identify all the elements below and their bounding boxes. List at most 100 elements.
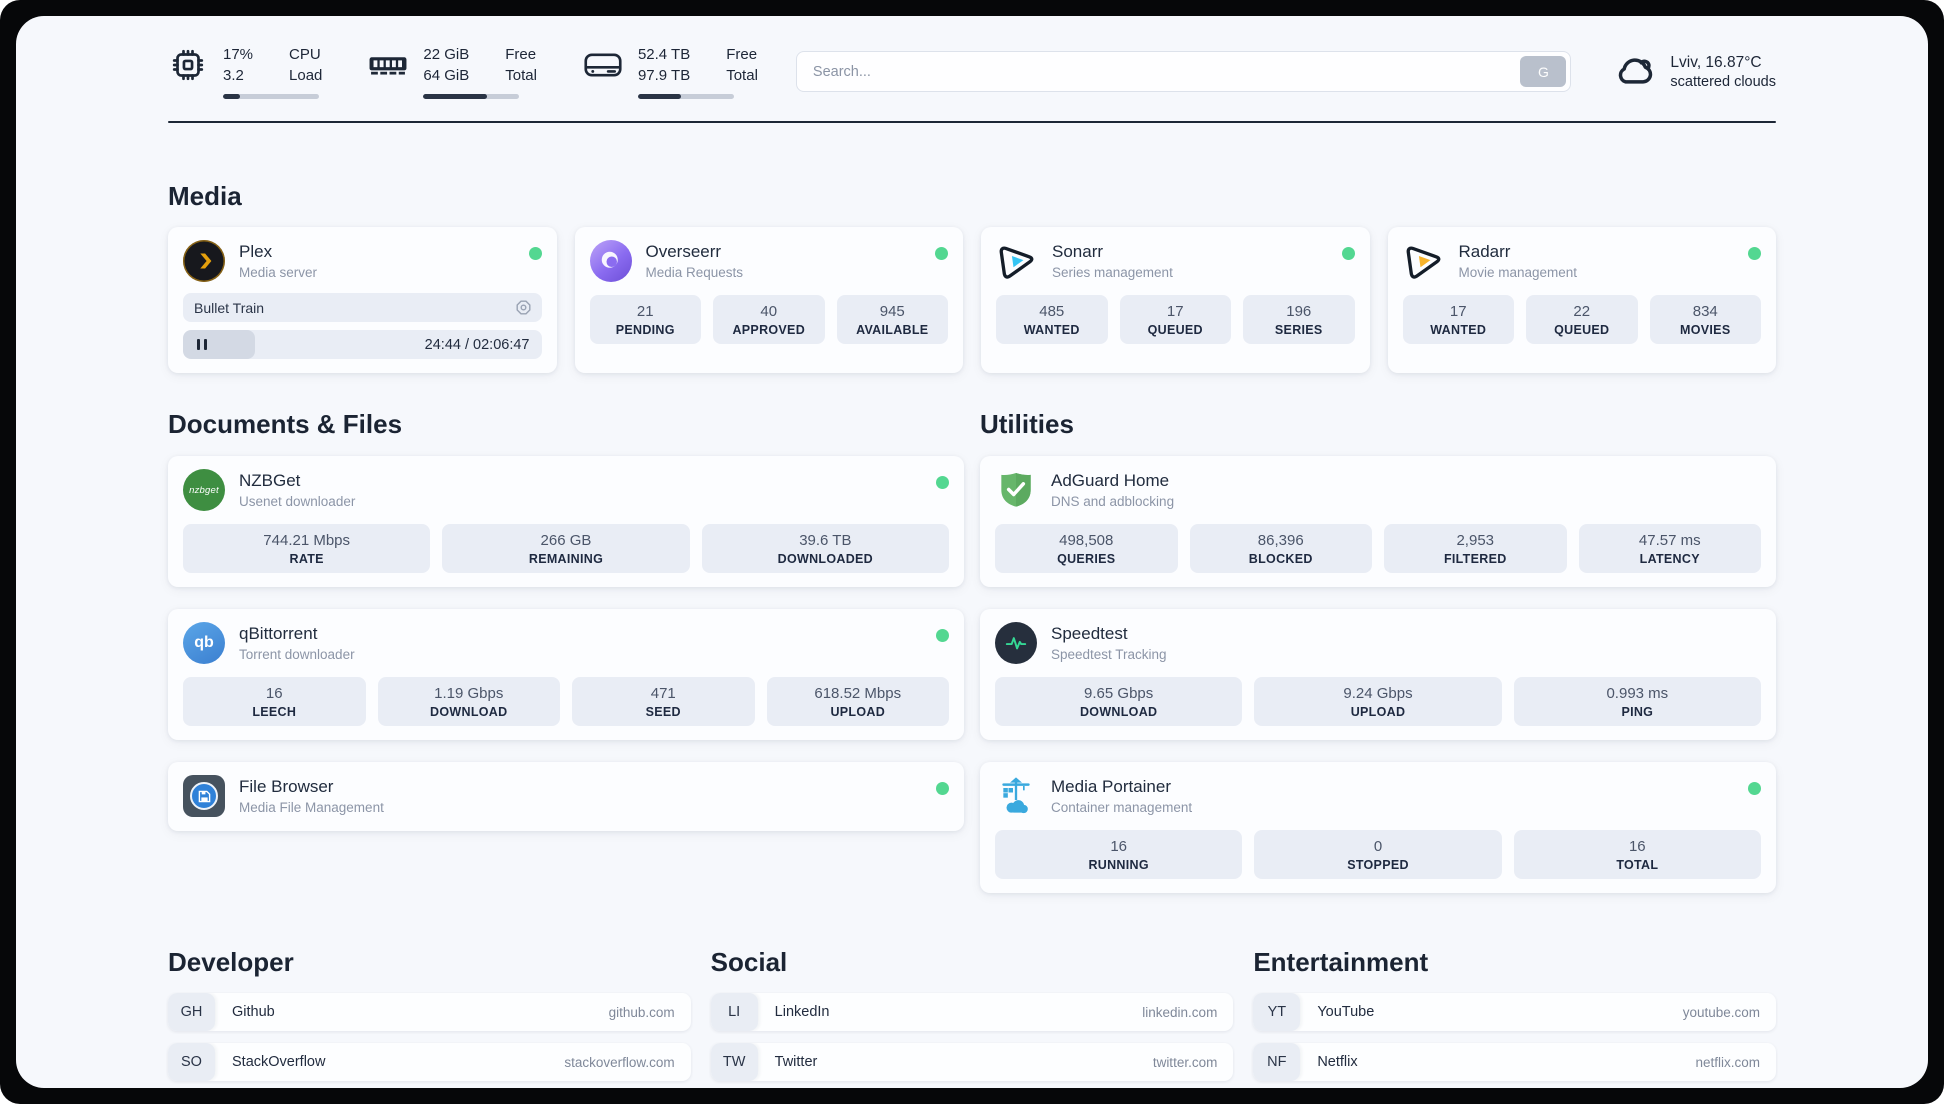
overseerr-card[interactable]: Overseerr Media Requests 21 PENDING 40 A… [574, 227, 963, 373]
bookmark-name: Twitter [774, 1054, 818, 1070]
pause-icon[interactable] [195, 335, 209, 354]
bookmark-stackoverflow[interactable]: SO StackOverflow stackoverflow.com [168, 1043, 691, 1081]
stat-rate: 744.21 Mbps RATE [183, 524, 431, 573]
ram-total-value: 64 GiB [423, 67, 470, 84]
bookmark-url: stackoverflow.com [564, 1054, 675, 1070]
app-subtitle: Media File Management [239, 800, 384, 815]
utilities-section-title: Utilities [980, 409, 1074, 439]
stat-seed: 471 SEED [572, 677, 755, 726]
stat-movies: 834 MOVIES [1649, 295, 1761, 344]
app-subtitle: Torrent downloader [239, 647, 355, 662]
sonarr-card[interactable]: Sonarr Series management 485 WANTED 17 Q… [981, 227, 1370, 373]
qbittorrent-card[interactable]: qb qBittorrent Torrent downloader 16 LEE… [168, 609, 964, 740]
adguard-icon [995, 469, 1037, 511]
portainer-icon [995, 775, 1037, 817]
stat-upload: 618.52 Mbps UPLOAD [766, 677, 949, 726]
stat-downloaded: 39.6 TB DOWNLOADED [701, 524, 949, 573]
stat-download: 1.19 Gbps DOWNLOAD [377, 677, 560, 726]
status-dot [936, 476, 949, 489]
bookmark-abbr: LI [710, 993, 758, 1031]
bookmark-url: github.com [608, 1004, 675, 1020]
social-section: Social LI LinkedIn linkedin.com TW Twitt… [710, 947, 1234, 1088]
system-stats: 17% 3.2 CPU Load [168, 44, 758, 99]
stat-pending: 21 PENDING [589, 295, 701, 344]
stat-series: 196 SERIES [1243, 295, 1355, 344]
app-subtitle: Usenet downloader [239, 494, 356, 509]
bookmark-abbr: YT [1253, 993, 1301, 1031]
nzbget-card[interactable]: nzbget NZBGet Usenet downloader 744.21 M… [168, 456, 964, 587]
disk-icon [583, 48, 623, 82]
bookmark-abbr: TW [710, 1043, 758, 1081]
bookmark-name: LinkedIn [774, 1004, 830, 1020]
plex-card[interactable]: Plex Media server Bullet Train 24:44 / 0… [168, 227, 557, 373]
plex-icon [183, 240, 225, 282]
stat-queries: 498,508 QUERIES [995, 524, 1178, 573]
filebrowser-card[interactable]: File Browser Media File Management [168, 762, 964, 831]
stat-queued: 22 QUEUED [1526, 295, 1638, 344]
bookmark-netflix[interactable]: NF Netflix netflix.com [1253, 1043, 1776, 1081]
social-section-title: Social [710, 947, 788, 977]
app-title: File Browser [239, 777, 334, 796]
disk-free-value: 52.4 TB [637, 46, 691, 63]
stat-running: 16 RUNNING [995, 830, 1243, 879]
status-dot [528, 247, 542, 260]
disk-progress-bar [637, 94, 734, 99]
disk-total-label: Total [726, 67, 758, 84]
ram-progress-bar [423, 94, 520, 99]
ram-total-label: Total [505, 67, 537, 84]
adguard-card[interactable]: AdGuard Home DNS and adblocking 498,508 … [980, 456, 1776, 587]
radarr-icon [1403, 240, 1445, 282]
app-title: Overseerr [645, 242, 722, 261]
search-bar: G [795, 51, 1572, 92]
status-dot [1748, 782, 1761, 795]
stat-upload: 9.24 Gbps UPLOAD [1254, 677, 1502, 726]
bookmark-twitter[interactable]: TW Twitter twitter.com [710, 1043, 1234, 1081]
cpu-usage-value: 17% [223, 46, 254, 63]
cpu-load-value: 3.2 [223, 67, 244, 84]
stat-wanted: 17 WANTED [1402, 295, 1514, 344]
stat-filtered: 2,953 FILTERED [1384, 524, 1567, 573]
documents-section: Documents & Files nzbget NZBGet Usenet d… [168, 409, 964, 893]
cpu-load-label: Load [289, 67, 323, 84]
bookmark-linkedin[interactable]: LI LinkedIn linkedin.com [710, 993, 1234, 1031]
weather-condition: scattered clouds [1670, 73, 1776, 90]
portainer-card[interactable]: Media Portainer Container management 16 … [980, 762, 1776, 893]
weather-location-temp: Lviv, 16.87°C [1670, 53, 1762, 71]
status-dot [1748, 247, 1761, 260]
app-subtitle: DNS and adblocking [1051, 494, 1175, 509]
stat-remaining: 266 GB REMAINING [442, 524, 690, 573]
bookmark-name: StackOverflow [232, 1054, 326, 1070]
filebrowser-icon [183, 775, 225, 817]
search-input[interactable] [795, 51, 1572, 92]
utilities-section: Utilities AdGuard Home [980, 409, 1776, 893]
disk-stat-widget: 52.4 TB 97.9 TB Free Total [583, 44, 758, 99]
sonarr-icon [996, 240, 1038, 282]
status-dot [935, 247, 948, 260]
app-title: AdGuard Home [1051, 471, 1170, 490]
stat-queued: 17 QUEUED [1119, 295, 1231, 344]
overseerr-icon [589, 240, 632, 282]
radarr-card[interactable]: Radarr Movie management 17 WANTED 22 QUE… [1387, 227, 1776, 373]
bookmark-name: Netflix [1317, 1054, 1358, 1070]
qbittorrent-icon: qb [183, 622, 225, 664]
header-bar: 17% 3.2 CPU Load [168, 44, 1776, 99]
bookmark-abbr: SO [168, 1043, 215, 1081]
speedtest-card[interactable]: Speedtest Speedtest Tracking 9.65 Gbps D… [980, 609, 1776, 740]
bookmark-github[interactable]: GH Github github.com [168, 993, 691, 1031]
bookmark-url: linkedin.com [1142, 1004, 1218, 1020]
status-dot [936, 782, 949, 795]
app-title: Speedtest [1051, 624, 1128, 643]
cpu-progress-bar [223, 94, 319, 99]
entertainment-section-title: Entertainment [1253, 947, 1429, 977]
cpu-icon [168, 48, 208, 82]
stat-latency: 47.57 ms LATENCY [1578, 524, 1761, 573]
speedtest-icon [995, 622, 1037, 664]
status-dot [1341, 247, 1355, 260]
search-engine-button[interactable]: G [1520, 56, 1567, 87]
bookmark-youtube[interactable]: YT YouTube youtube.com [1253, 993, 1776, 1031]
entertainment-section: Entertainment YT YouTube youtube.com NF … [1253, 947, 1776, 1088]
app-subtitle: Series management [1052, 265, 1173, 280]
app-subtitle: Speedtest Tracking [1051, 647, 1167, 662]
app-subtitle: Container management [1051, 800, 1193, 815]
